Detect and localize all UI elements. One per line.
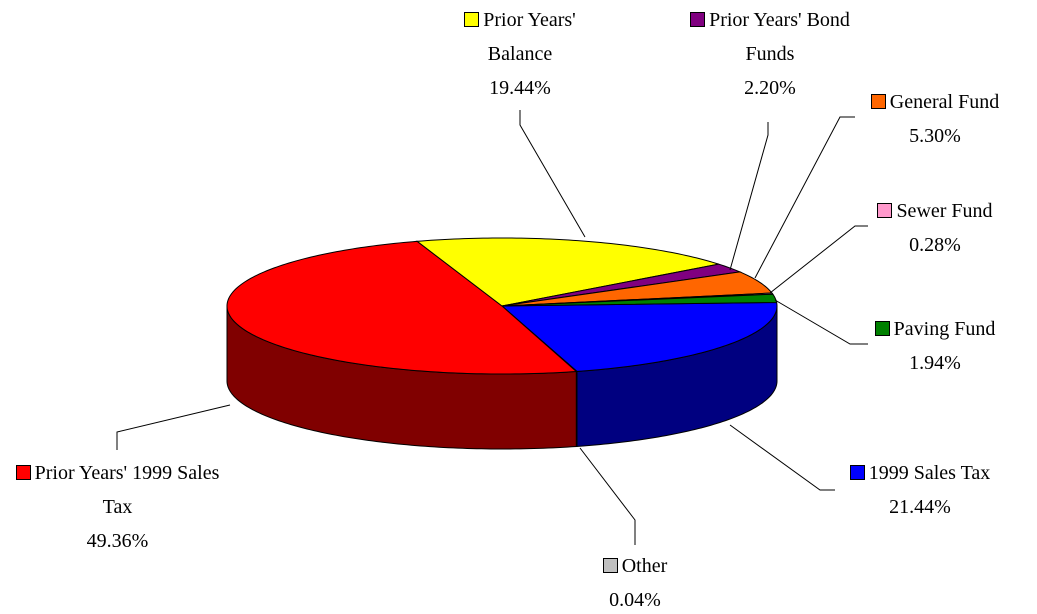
- slice-label: Paving Fund 1.94%: [850, 312, 1020, 380]
- leader-line: [579, 447, 636, 545]
- label-name: 1999 Sales Tax: [820, 456, 1020, 490]
- label-name: Prior Years' Balance: [430, 3, 610, 71]
- leader-line: [769, 225, 868, 294]
- category-name: Sewer Fund: [896, 200, 993, 222]
- slice-label: 1999 Sales Tax 21.44%: [820, 456, 1020, 524]
- category-name: Paving Fund: [893, 318, 996, 340]
- slice-label: General Fund 5.30%: [845, 85, 1025, 153]
- label-name: Sewer Fund: [850, 194, 1020, 228]
- slice-label: Other 0.04%: [560, 549, 710, 614]
- legend-swatch: [849, 465, 865, 480]
- slice: [415, 237, 719, 307]
- slice-label: Prior Years' Bond Funds 2.20%: [680, 3, 860, 105]
- legend-swatch: [15, 465, 31, 480]
- label-name: Prior Years' 1999 Sales Tax: [10, 456, 225, 524]
- category-name: Prior Years' 1999 Sales Tax: [34, 462, 220, 518]
- legend-swatch: [690, 12, 706, 27]
- category-name: General Fund: [889, 91, 1000, 113]
- category-name: Other: [621, 555, 668, 577]
- slice: [501, 293, 778, 307]
- value-label: 0.04%: [609, 589, 661, 611]
- value-label: 0.28%: [909, 234, 961, 256]
- category-name: Prior Years' Bond Funds: [709, 9, 850, 65]
- slice-label: Prior Years' 1999 Sales Tax 49.36%: [10, 456, 225, 558]
- legend-swatch: [877, 203, 893, 218]
- slice-label: Sewer Fund 0.28%: [850, 194, 1020, 262]
- legend-swatch: [602, 558, 618, 573]
- slice: [500, 301, 778, 372]
- value-label: 21.44%: [889, 496, 951, 518]
- leader-line: [729, 122, 769, 271]
- value-label: 5.30%: [909, 125, 961, 147]
- label-name: General Fund: [845, 85, 1025, 119]
- leader-line: [519, 110, 586, 238]
- legend-swatch: [870, 94, 886, 109]
- label-name: Prior Years' Bond Funds: [680, 3, 860, 71]
- value-label: 2.20%: [744, 77, 796, 99]
- leader-line: [729, 424, 835, 491]
- label-name: Paving Fund: [850, 312, 1020, 346]
- leader-line: [754, 116, 855, 279]
- value-label: 49.36%: [86, 530, 149, 552]
- label-name: Other: [560, 549, 710, 583]
- category-name: 1999 Sales Tax: [868, 462, 991, 484]
- leader-line: [774, 299, 868, 345]
- legend-swatch: [874, 321, 890, 336]
- slice-label: Prior Years' Balance 19.44%: [430, 3, 610, 105]
- slice: [501, 263, 742, 307]
- value-label: 19.44%: [489, 77, 551, 99]
- legend-swatch: [464, 12, 480, 27]
- slice: [501, 271, 773, 307]
- leader-line: [116, 404, 231, 450]
- slice: [226, 240, 578, 375]
- category-name: Prior Years' Balance: [483, 9, 576, 65]
- value-label: 1.94%: [909, 352, 961, 374]
